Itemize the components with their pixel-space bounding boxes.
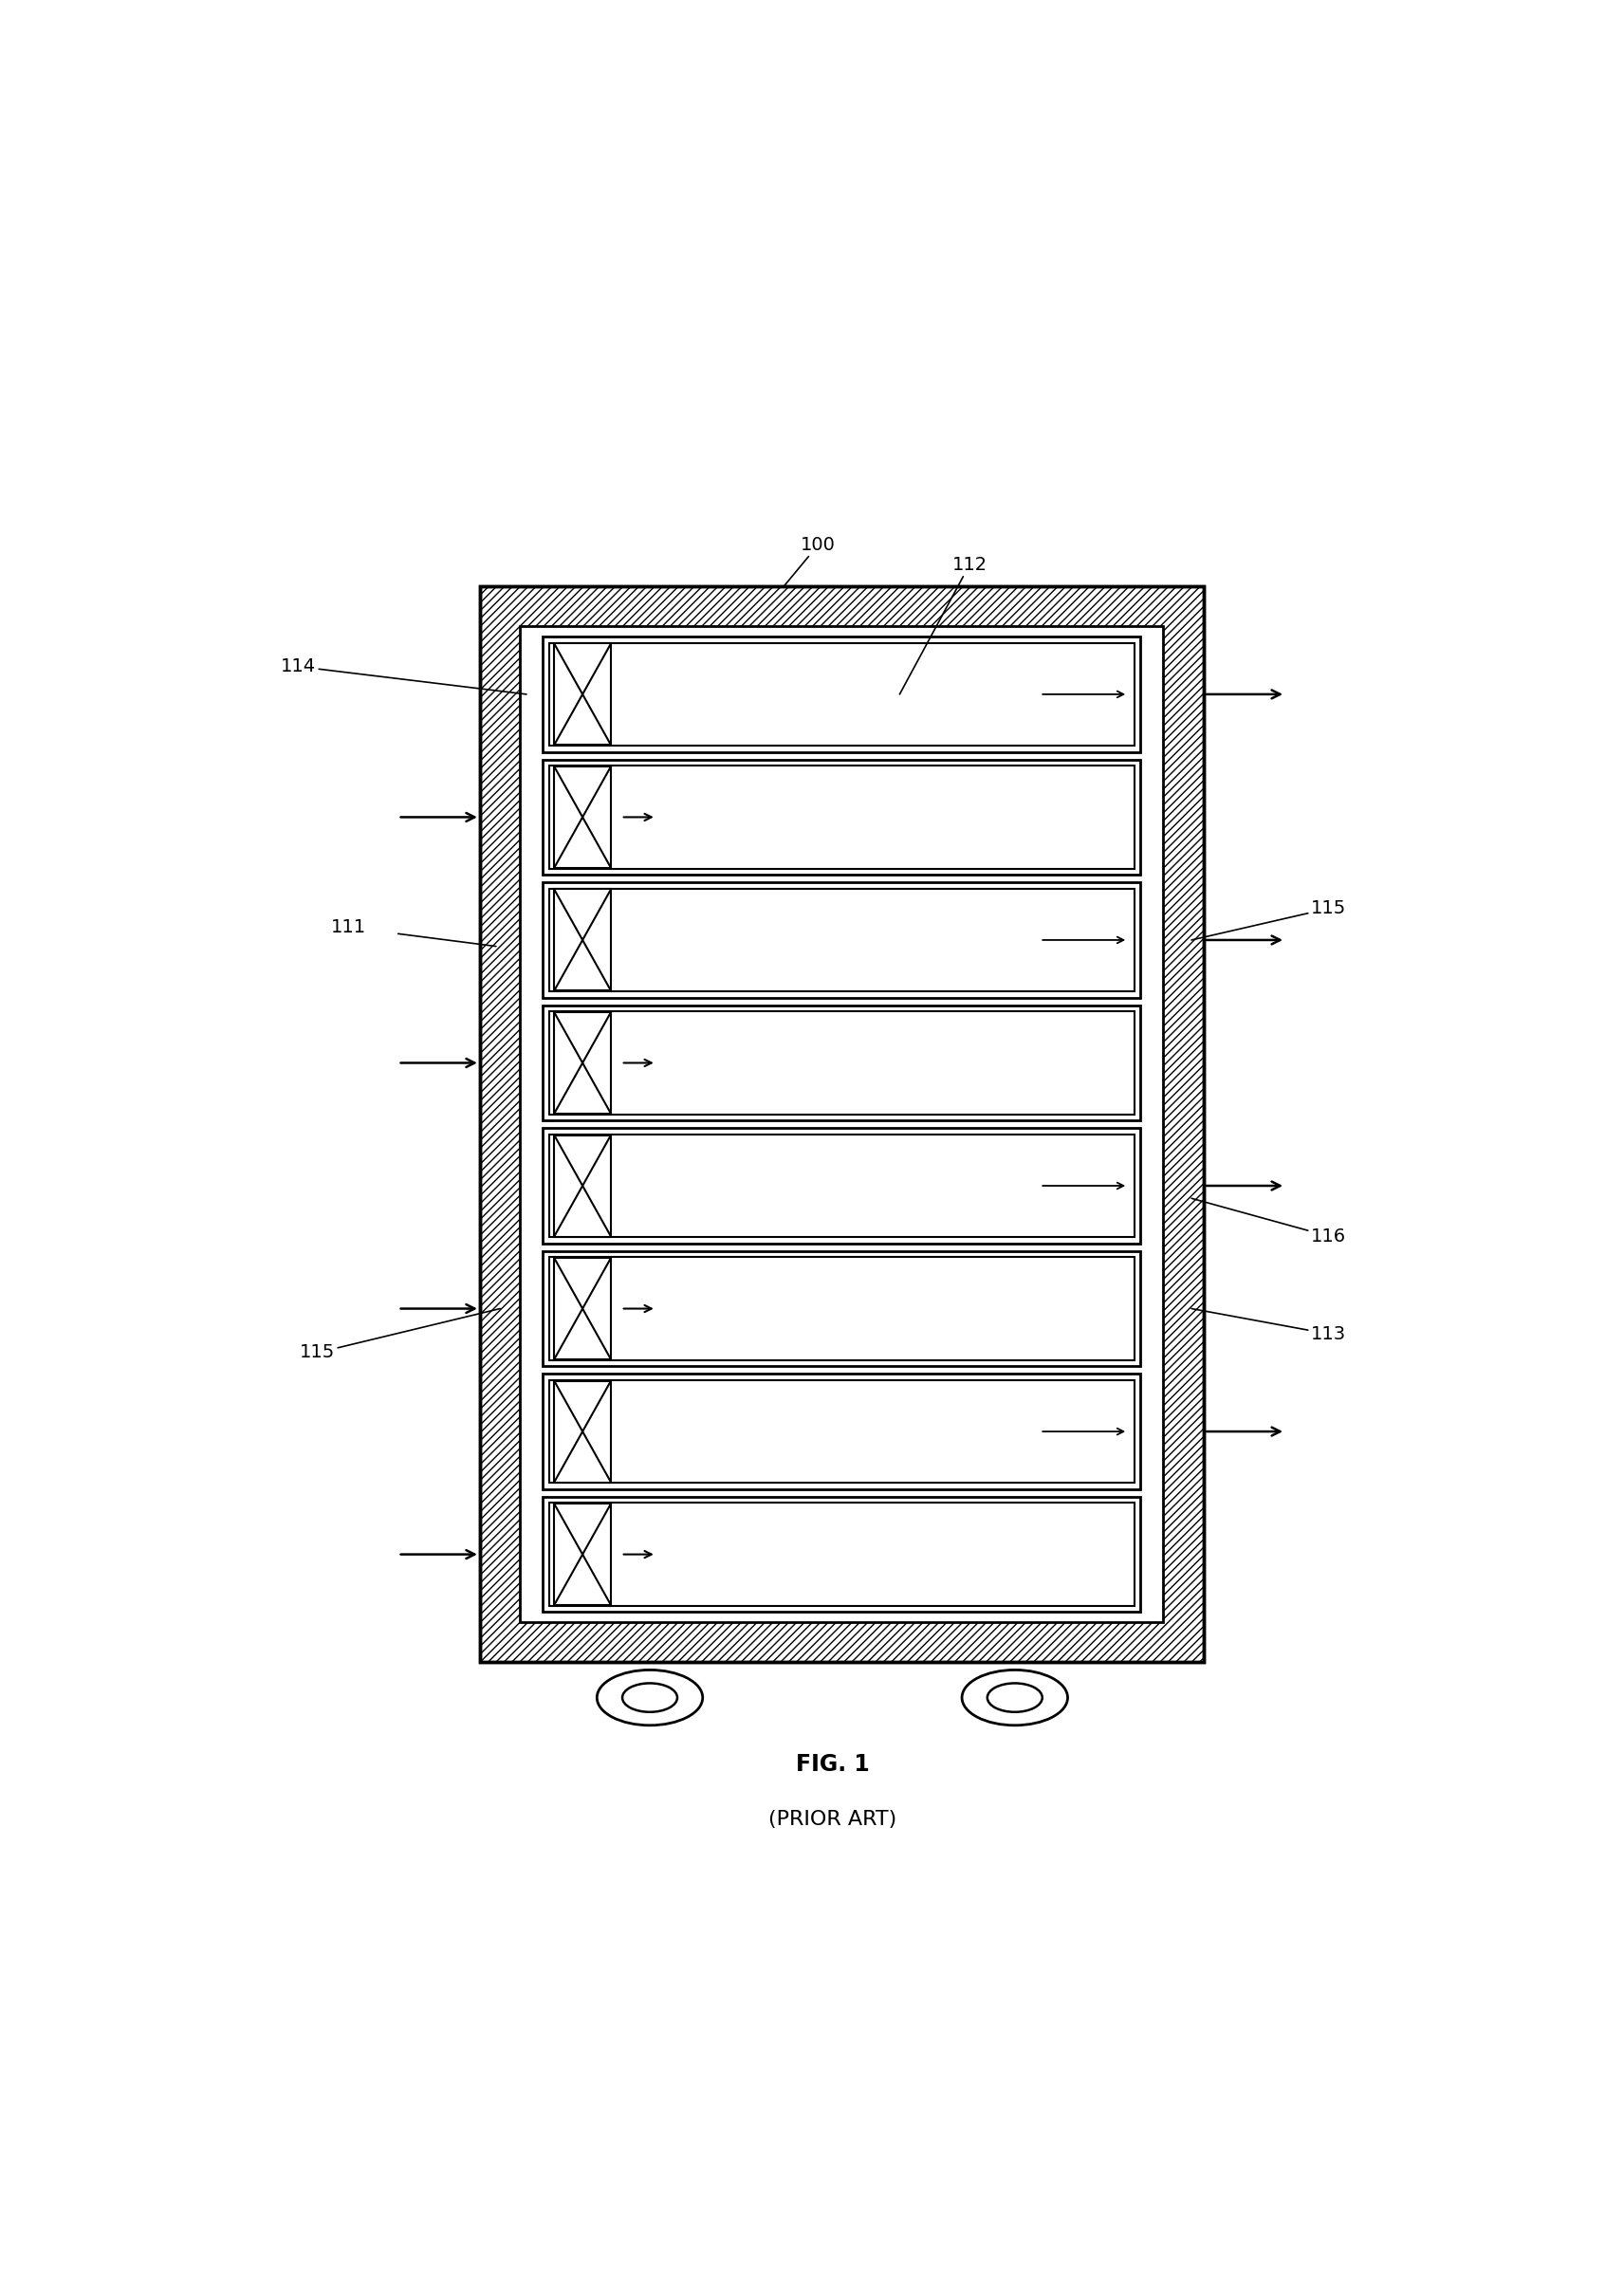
Bar xyxy=(554,1503,611,1605)
Bar xyxy=(554,890,611,990)
Bar xyxy=(542,883,1140,999)
Text: 115: 115 xyxy=(1192,899,1346,940)
Ellipse shape xyxy=(598,1671,703,1725)
Bar xyxy=(520,627,1163,1623)
Bar xyxy=(554,1258,611,1360)
Text: 116: 116 xyxy=(1192,1199,1346,1246)
Bar xyxy=(549,1258,1134,1360)
Bar xyxy=(542,760,1140,874)
Bar xyxy=(542,1006,1140,1121)
Bar xyxy=(549,1135,1134,1237)
Bar xyxy=(554,1012,611,1115)
Bar xyxy=(554,1380,611,1482)
Bar xyxy=(549,888,1134,992)
Text: 115: 115 xyxy=(300,1308,500,1362)
Ellipse shape xyxy=(987,1684,1043,1712)
Bar xyxy=(542,1251,1140,1367)
Text: 111: 111 xyxy=(331,919,367,938)
Text: (PRIOR ART): (PRIOR ART) xyxy=(768,1809,896,1830)
Bar xyxy=(549,642,1134,745)
Ellipse shape xyxy=(622,1684,677,1712)
Bar xyxy=(542,636,1140,751)
Text: 114: 114 xyxy=(281,658,526,695)
Text: 112: 112 xyxy=(900,556,987,695)
Bar xyxy=(549,1380,1134,1482)
Bar xyxy=(542,1373,1140,1489)
Bar xyxy=(481,586,1203,1662)
Text: 100: 100 xyxy=(784,536,836,586)
Bar xyxy=(549,1012,1134,1115)
Bar xyxy=(542,1128,1140,1244)
Bar xyxy=(549,1503,1134,1605)
Bar xyxy=(481,586,1203,1662)
Bar xyxy=(542,1496,1140,1612)
Bar xyxy=(554,767,611,867)
Bar xyxy=(554,642,611,745)
Text: FIG. 1: FIG. 1 xyxy=(796,1752,869,1775)
Bar xyxy=(520,627,1163,1623)
Bar xyxy=(554,1135,611,1237)
Ellipse shape xyxy=(961,1671,1067,1725)
Text: 113: 113 xyxy=(1192,1308,1346,1344)
Bar xyxy=(549,765,1134,869)
